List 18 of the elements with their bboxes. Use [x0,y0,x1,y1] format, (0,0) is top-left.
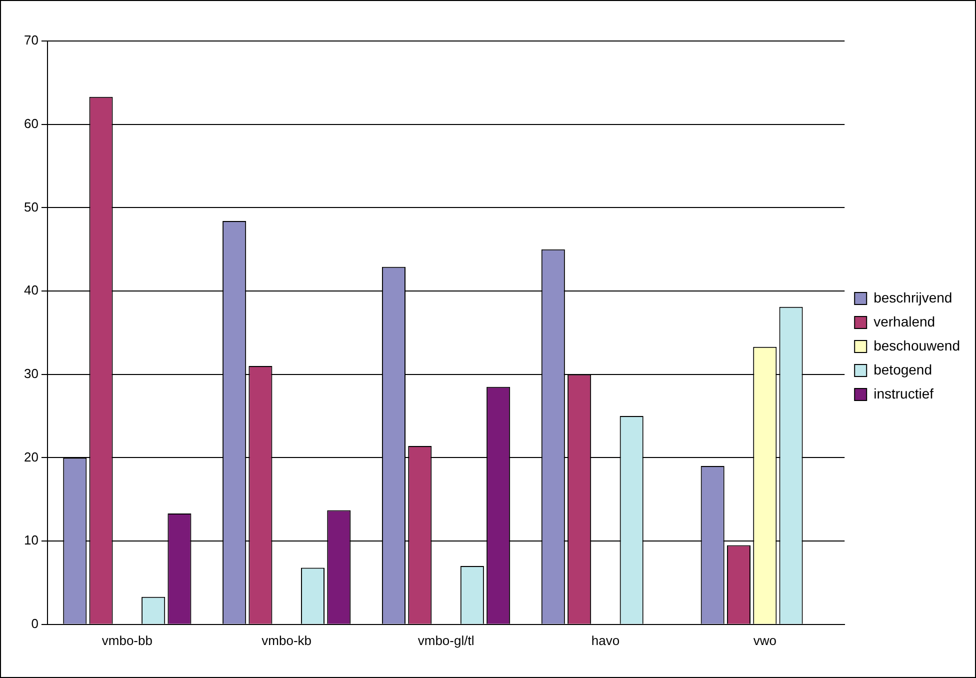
y-tick-label: 60 [24,116,38,131]
legend-label: betogend [874,361,932,378]
y-tick-label: 70 [24,32,38,48]
x-tick-label: vmbo-kb [262,632,312,648]
y-tick-label: 10 [24,532,38,548]
legend-label: instructief [874,385,934,402]
x-tick-label: havo [591,632,620,648]
x-tick-label: vmbo-bb [102,632,152,648]
legend-label: beschrijvend [874,289,952,306]
y-tick-label: 20 [24,449,38,464]
legend-label: beschouwend [874,337,960,354]
x-tick-label: vwo [753,632,776,648]
legend-label: verhalend [874,313,936,330]
y-tick-label: 30 [24,366,38,381]
y-tick-label: 0 [31,616,38,631]
y-tick-label: 40 [24,282,38,298]
y-tick-label: 50 [24,199,38,214]
x-tick-label: vmbo-gl/tl [418,632,474,648]
